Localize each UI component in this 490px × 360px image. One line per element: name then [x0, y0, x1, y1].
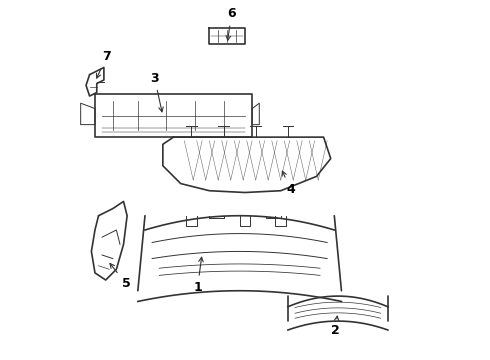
Text: 7: 7	[97, 50, 111, 78]
Text: 4: 4	[282, 171, 295, 195]
Text: 5: 5	[110, 264, 130, 290]
Text: 3: 3	[150, 72, 163, 112]
Text: 1: 1	[193, 257, 203, 294]
Text: 6: 6	[226, 8, 236, 40]
Text: 2: 2	[331, 316, 340, 337]
